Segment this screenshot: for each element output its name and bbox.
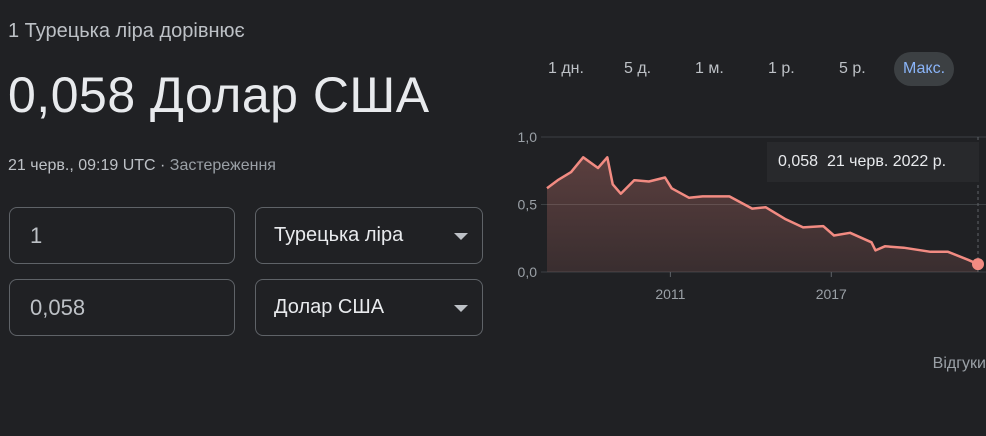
- y-tick-label: 0,5: [518, 197, 538, 213]
- chart-line: [546, 156, 979, 266]
- to-currency-label: Долар США: [274, 296, 385, 318]
- to-amount-input[interactable]: 0,058: [9, 279, 235, 336]
- to-currency-select[interactable]: Долар США: [255, 279, 483, 336]
- exchange-rate-chart[interactable]: 0,0 0,5 1,0 2011 2017: [500, 120, 986, 310]
- timestamp: 21 черв., 09:19 UTC: [8, 157, 156, 174]
- disclaimer-link[interactable]: Застереження: [169, 157, 276, 174]
- period-1d[interactable]: 1 дн.: [548, 60, 584, 77]
- rate-meta: 21 черв., 09:19 UTC · Застереження: [8, 157, 276, 175]
- y-tick-label: 1,0: [518, 129, 538, 145]
- current-point-marker: [972, 258, 984, 271]
- feedback-link[interactable]: Відгуки: [932, 355, 986, 372]
- conversion-label: 1 Турецька ліра дорівнює: [8, 20, 245, 42]
- from-amount-input[interactable]: 1: [9, 207, 235, 264]
- from-currency-label: Турецька ліра: [274, 224, 404, 246]
- chart-area: [547, 157, 978, 272]
- dropdown-arrow-icon: [454, 305, 468, 312]
- tooltip-value: 0,058: [778, 153, 819, 170]
- period-5d[interactable]: 5 д.: [624, 60, 652, 77]
- x-tick-label: 2017: [816, 286, 847, 302]
- period-1y[interactable]: 1 р.: [768, 60, 795, 77]
- conversion-result: 0,058 Долар США: [8, 67, 430, 123]
- x-tick-label: 2011: [655, 286, 685, 302]
- period-1m[interactable]: 1 м.: [695, 60, 724, 77]
- y-tick-label: 0,0: [518, 264, 538, 280]
- dropdown-arrow-icon: [454, 233, 468, 240]
- separator: ·: [155, 157, 170, 174]
- from-currency-select[interactable]: Турецька ліра: [255, 207, 483, 264]
- tooltip-date: 21 черв. 2022 р.: [826, 153, 947, 170]
- period-5y[interactable]: 5 р.: [839, 60, 866, 77]
- chart-tooltip: 0,058 21 черв. 2022 р.: [767, 142, 979, 182]
- period-max[interactable]: Макс.: [894, 52, 955, 86]
